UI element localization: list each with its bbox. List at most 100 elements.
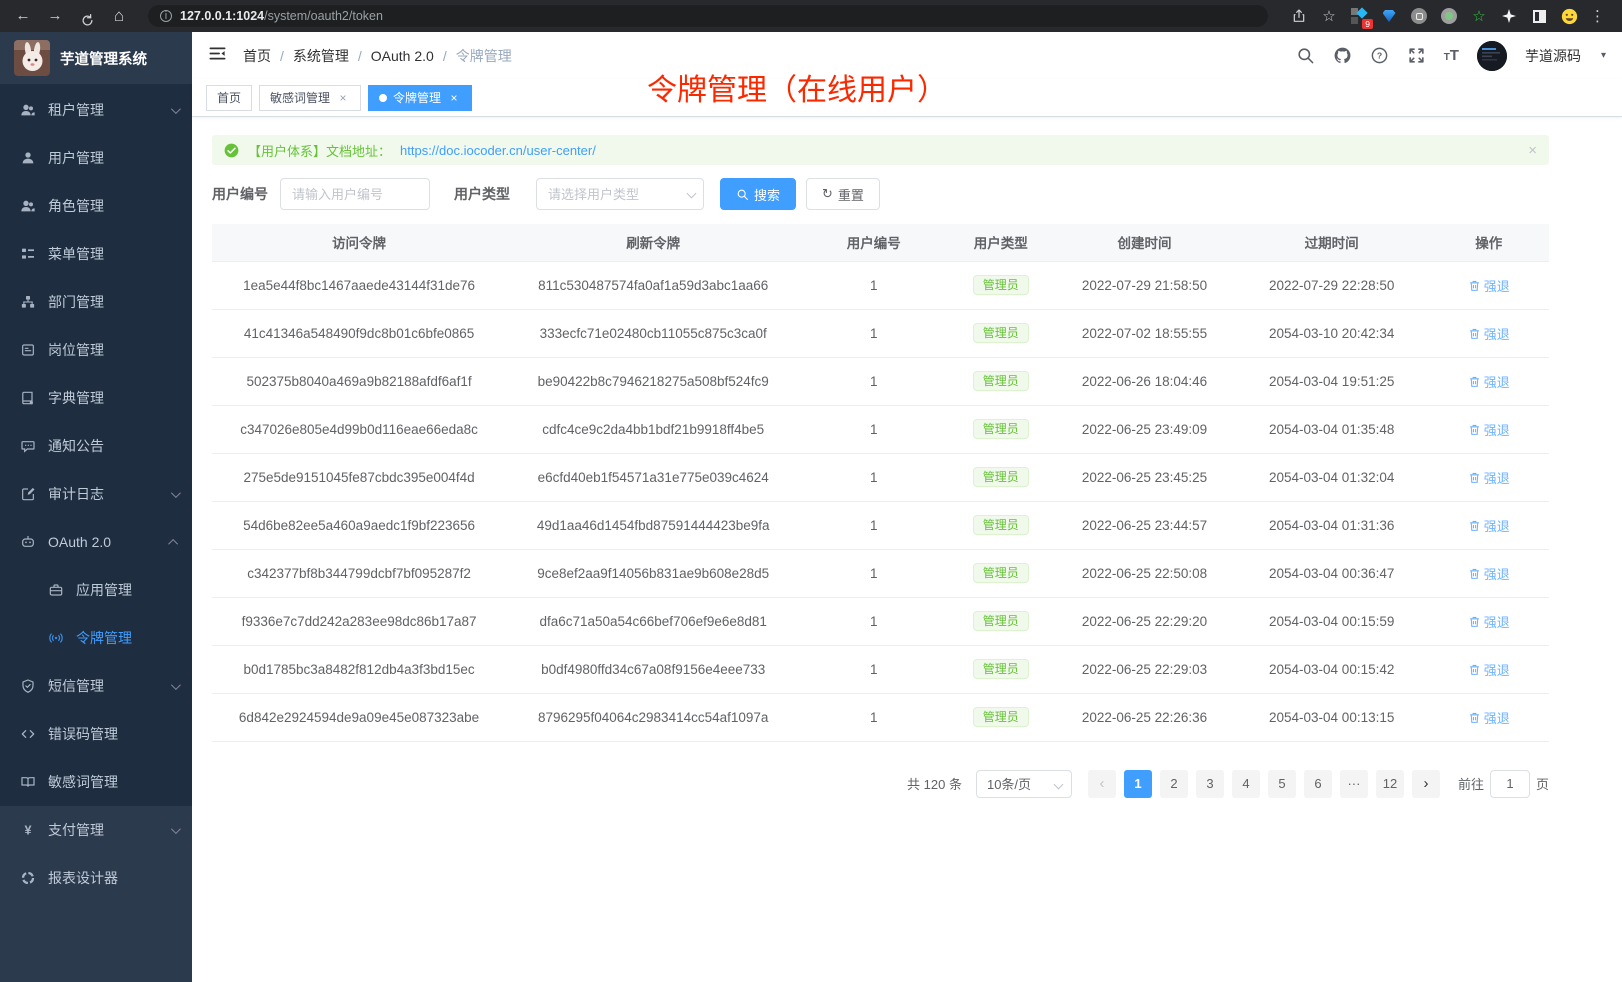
sidebar-item[interactable]: 菜单管理	[0, 230, 192, 278]
force-logout-button[interactable]: 强退	[1468, 660, 1510, 679]
reset-button[interactable]: ↻ 重置	[806, 178, 880, 210]
sidebar-item[interactable]: OAuth 2.0	[0, 518, 192, 566]
sidebar-item[interactable]: 短信管理	[0, 662, 192, 710]
overflow-menu-icon[interactable]: ⋮	[1590, 8, 1606, 25]
create-time-cell: 2022-06-25 23:49:09	[1054, 405, 1235, 454]
reload-icon[interactable]	[74, 5, 100, 28]
force-logout-button[interactable]: 强退	[1468, 372, 1510, 391]
app-logo[interactable]: 芋道管理系统	[0, 32, 192, 84]
home-icon[interactable]: ⌂	[113, 6, 125, 25]
force-logout-button[interactable]: 强退	[1468, 564, 1510, 583]
expire-time-cell: 2054-03-04 00:15:42	[1234, 645, 1429, 694]
page-button[interactable]: 12	[1375, 769, 1404, 798]
sidebar: 芋道管理系统 租户管理 用户管理 角色管理 菜单管理 部门管理 岗位管理 字典管…	[0, 32, 192, 982]
table-row: f9336e7c7dd242a283ee98dc86b17a87 dfa6c71…	[212, 597, 1549, 646]
pinwheel-icon[interactable]	[1500, 7, 1518, 25]
sidebar-item[interactable]: 审计日志	[0, 470, 192, 518]
sidebar-item[interactable]: 部门管理	[0, 278, 192, 326]
sidebar-item[interactable]: 用户管理	[0, 134, 192, 182]
page-button[interactable]: 2	[1159, 769, 1188, 798]
force-logout-button[interactable]: 强退	[1468, 516, 1510, 535]
yen-icon	[20, 822, 36, 838]
command-circle-icon[interactable]	[1410, 7, 1428, 25]
force-logout-button[interactable]: 强退	[1468, 468, 1510, 487]
page-button[interactable]: 1	[1123, 769, 1152, 798]
tab[interactable]: 令牌管理 ×	[368, 84, 473, 111]
avatar[interactable]	[1476, 40, 1507, 71]
share-icon[interactable]	[1290, 7, 1308, 25]
browser-toolbar: ← → ⌂ i 127.0.0.1:1024/system/oauth2/tok…	[0, 0, 1622, 32]
gem-icon[interactable]	[1380, 7, 1398, 25]
address-bar[interactable]: i 127.0.0.1:1024/system/oauth2/token	[148, 5, 1268, 27]
access-token-cell: 54d6be82ee5a460a9aedc1f9bf223656	[212, 501, 507, 550]
forward-icon[interactable]: →	[47, 7, 63, 24]
close-icon[interactable]: ×	[339, 90, 347, 105]
table-row: c347026e805e4d99b0d116eae66eda8c cdfc4ce…	[212, 405, 1549, 454]
column-header: 过期时间	[1234, 224, 1429, 262]
sidebar-item[interactable]: 令牌管理	[0, 614, 192, 662]
force-logout-button[interactable]: 强退	[1468, 612, 1510, 631]
green-star-icon[interactable]: ☆	[1472, 8, 1486, 25]
search-icon[interactable]	[1296, 46, 1315, 65]
page-button[interactable]: 6	[1303, 769, 1332, 798]
sidebar-item[interactable]: 错误码管理	[0, 710, 192, 758]
sidebar-item[interactable]: 角色管理	[0, 182, 192, 230]
prev-page-button[interactable]: ‹	[1087, 769, 1116, 798]
search-button[interactable]: 搜索	[720, 178, 797, 210]
bookmark-star-icon[interactable]: ☆	[1322, 8, 1336, 25]
extension-grid-icon[interactable]: 9	[1350, 7, 1373, 29]
help-icon[interactable]	[1370, 46, 1389, 65]
page-button[interactable]: 4	[1231, 769, 1260, 798]
tab[interactable]: 敏感词管理 ×	[259, 84, 362, 111]
font-size-icon[interactable]: TT	[1443, 47, 1459, 64]
page-button[interactable]: 5	[1267, 769, 1296, 798]
sidebar-item[interactable]: 岗位管理	[0, 326, 192, 374]
user-name[interactable]: 芋道源码	[1524, 47, 1581, 64]
reader-square-icon[interactable]	[1530, 7, 1548, 25]
page-size-select[interactable]: 10条/页	[975, 769, 1072, 798]
sidebar-item[interactable]: 支付管理	[0, 806, 192, 854]
sidebar-item[interactable]: 通知公告	[0, 422, 192, 470]
goto-label: 前往	[1457, 777, 1484, 792]
page-button[interactable]: 3	[1195, 769, 1224, 798]
sidebar-item[interactable]: 租户管理	[0, 86, 192, 134]
collapse-sidebar-icon[interactable]	[208, 44, 227, 68]
force-logout-button[interactable]: 强退	[1468, 420, 1510, 439]
user-type-select-input[interactable]	[536, 178, 704, 210]
user-type-tag: 管理员	[972, 467, 1029, 487]
column-header: 操作	[1428, 224, 1549, 262]
record-circle-icon[interactable]	[1440, 7, 1458, 25]
sidebar-item[interactable]: 敏感词管理	[0, 758, 192, 806]
close-icon[interactable]: ×	[450, 90, 458, 105]
breadcrumb-item[interactable]: OAuth 2.0	[370, 47, 434, 64]
doc-link[interactable]: https://doc.iocoder.cn/user-center/	[400, 142, 596, 158]
more-pages-button[interactable]: ···	[1339, 769, 1368, 798]
sidebar-item[interactable]: 报表设计器	[0, 854, 192, 902]
sidebar-item-label: 审计日志	[48, 486, 104, 502]
back-icon[interactable]: ←	[15, 7, 31, 24]
table-row: 1ea5e44f8bc1467aaede43144f31de76 811c530…	[212, 261, 1549, 310]
next-page-button[interactable]: ›	[1411, 769, 1440, 798]
close-icon[interactable]: ×	[1528, 141, 1537, 159]
breadcrumb-item[interactable]: 系统管理	[292, 47, 349, 64]
sidebar-item-label: 支付管理	[48, 822, 104, 838]
user-type-select[interactable]	[536, 178, 704, 210]
breadcrumb-item[interactable]: 首页	[243, 47, 271, 64]
chevron-down-icon	[170, 487, 181, 498]
force-logout-button[interactable]: 强退	[1468, 708, 1510, 727]
goto-page-input[interactable]	[1489, 769, 1530, 798]
user-id-input[interactable]	[280, 178, 430, 210]
sidebar-item[interactable]: 字典管理	[0, 374, 192, 422]
info-icon[interactable]: i	[160, 10, 172, 22]
force-logout-button[interactable]: 强退	[1468, 324, 1510, 343]
force-logout-button[interactable]: 强退	[1468, 276, 1510, 295]
tab[interactable]: 首页	[206, 84, 253, 111]
fullscreen-icon[interactable]	[1407, 46, 1426, 65]
tab-bar: 首页 敏感词管理 × 令牌管理 ×	[192, 79, 1622, 117]
shield-icon	[20, 678, 36, 694]
sidebar-item[interactable]: 应用管理	[0, 566, 192, 614]
main-panel: 首页 / 系统管理 / OAuth 2.0 / 令牌管理 TT 芋道源码 ▾ 首页	[192, 32, 1622, 982]
emoji-icon[interactable]	[1560, 7, 1578, 25]
github-icon[interactable]	[1333, 46, 1352, 65]
column-header: 创建时间	[1054, 224, 1235, 262]
